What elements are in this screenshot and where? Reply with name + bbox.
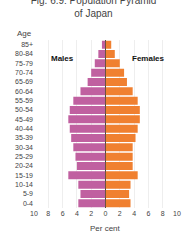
svg-text:20-24: 20-24 (15, 162, 33, 169)
svg-text:0: 0 (104, 210, 108, 217)
svg-text:0-4: 0-4 (23, 200, 33, 207)
svg-text:75-79: 75-79 (15, 60, 33, 67)
svg-text:60-64: 60-64 (15, 88, 33, 95)
svg-text:6: 6 (146, 210, 150, 217)
svg-text:Males: Males (51, 54, 74, 63)
svg-text:15-19: 15-19 (15, 172, 33, 179)
svg-text:70-74: 70-74 (15, 69, 33, 76)
svg-text:30-34: 30-34 (15, 144, 33, 151)
svg-text:65-69: 65-69 (15, 78, 33, 85)
svg-text:5-9: 5-9 (23, 190, 33, 197)
svg-text:2: 2 (118, 210, 122, 217)
svg-text:80-84: 80-84 (15, 50, 33, 57)
svg-text:85+: 85+ (21, 41, 33, 48)
svg-text:35-39: 35-39 (15, 134, 33, 141)
svg-text:Age: Age (17, 29, 32, 38)
svg-text:45-49: 45-49 (15, 116, 33, 123)
svg-text:4: 4 (132, 210, 136, 217)
svg-text:25-29: 25-29 (15, 153, 33, 160)
svg-text:Per cent: Per cent (90, 224, 121, 233)
svg-text:4: 4 (75, 210, 79, 217)
svg-text:Females: Females (132, 54, 165, 63)
svg-text:10-14: 10-14 (15, 181, 33, 188)
svg-text:10: 10 (173, 210, 181, 217)
svg-text:Fig. 6.9: Population Pyramidof: Fig. 6.9: Population Pyramidof Japan (31, 0, 157, 19)
svg-text:55-59: 55-59 (15, 97, 33, 104)
svg-text:2: 2 (89, 210, 93, 217)
svg-text:8: 8 (161, 210, 165, 217)
svg-text:10: 10 (30, 210, 38, 217)
svg-text:50-54: 50-54 (15, 106, 33, 113)
svg-text:8: 8 (46, 210, 50, 217)
svg-text:6: 6 (61, 210, 65, 217)
svg-text:40-44: 40-44 (15, 125, 33, 132)
